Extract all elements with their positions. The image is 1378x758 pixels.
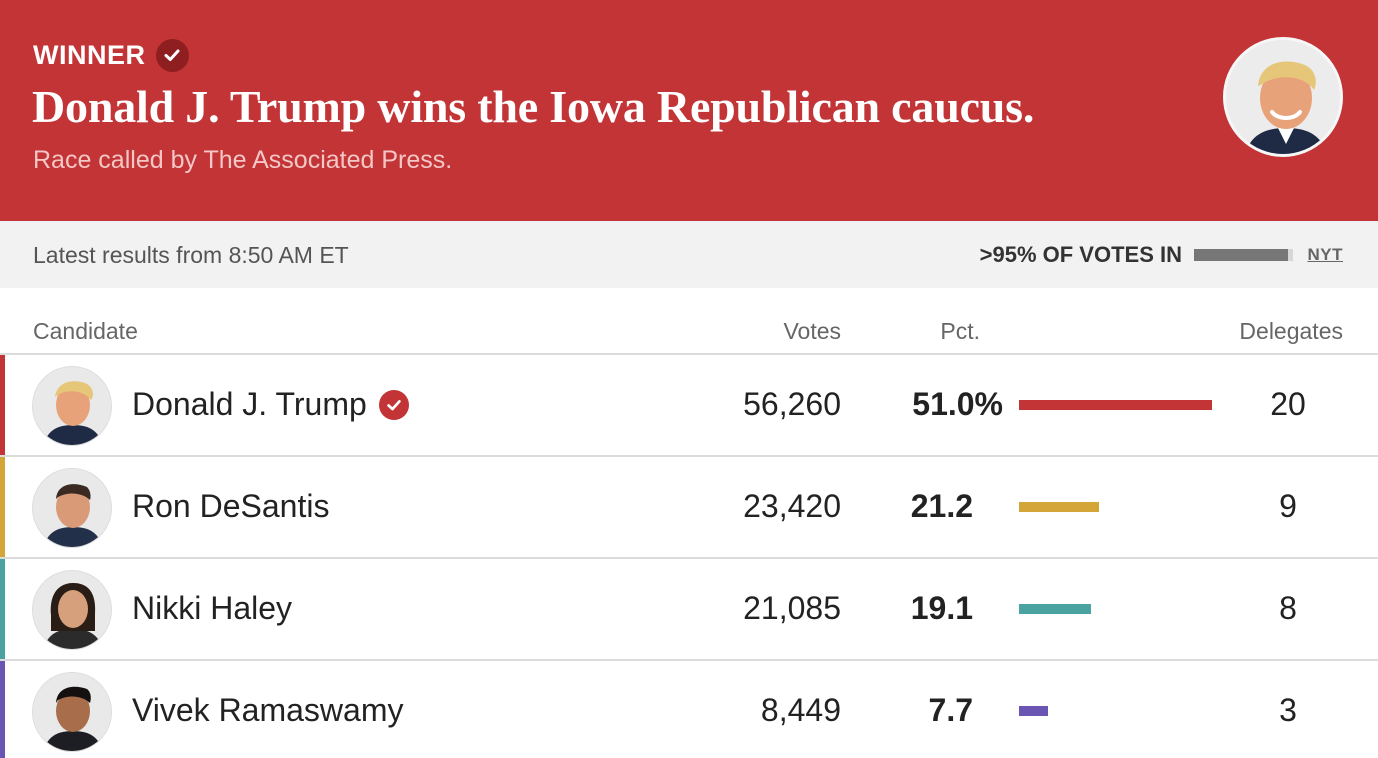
- winner-avatar: [1223, 37, 1343, 157]
- person-portrait-icon: [33, 469, 111, 547]
- candidate-color-stripe: [0, 355, 5, 455]
- person-portrait-icon: [33, 571, 111, 649]
- results-table-body: Donald J. Trump 56,260 51.0% 20 Ron DeSa…: [0, 355, 1378, 758]
- candidate-name: Nikki Haley: [132, 590, 292, 627]
- candidate-name-text: Ron DeSantis: [132, 488, 330, 524]
- candidate-delegates: 20: [1270, 386, 1306, 422]
- candidate-votes: 23,420: [743, 488, 841, 524]
- candidate-color-stripe: [0, 457, 5, 557]
- table-row: Vivek Ramaswamy 8,449 7.7 3: [0, 661, 1378, 758]
- person-portrait-icon: [33, 673, 111, 751]
- candidate-name-text: Vivek Ramaswamy: [132, 692, 404, 728]
- candidate-votes: 8,449: [760, 692, 841, 728]
- candidate-avatar: [32, 570, 112, 650]
- candidate-delegates: 3: [1279, 692, 1297, 728]
- candidate-pct: 7.7: [928, 692, 973, 728]
- subhead: Race called by The Associated Press.: [33, 146, 453, 174]
- candidate-pct-bar: [1019, 400, 1212, 410]
- headline: Donald J. Trump wins the Iowa Republican…: [32, 81, 1035, 132]
- candidate-pct: 19.1: [910, 590, 973, 626]
- candidate-votes: 56,260: [743, 386, 841, 422]
- candidate-name: Ron DeSantis: [132, 488, 329, 525]
- votes-in-label: >95% OF VOTES IN: [979, 242, 1182, 267]
- candidate-pct-bar: [1019, 604, 1091, 614]
- checkmark-icon: [155, 38, 189, 72]
- person-portrait-icon: [1226, 40, 1340, 154]
- header-pct: Pct.: [940, 318, 980, 344]
- header-candidate: Candidate: [33, 318, 138, 344]
- table-row: Nikki Haley 21,085 19.1 8: [0, 559, 1378, 661]
- candidate-delegates: 8: [1279, 590, 1297, 626]
- candidate-pct: 51.0%: [912, 386, 1003, 422]
- candidate-avatar: [32, 672, 112, 752]
- results-table-header: Candidate Votes Pct. Delegates: [0, 288, 1378, 355]
- latest-results-text: Latest results from 8:50 AM ET: [33, 242, 349, 268]
- winner-checkmark-icon: [378, 389, 409, 420]
- candidate-pct-bar: [1019, 706, 1048, 716]
- header-votes: Votes: [783, 318, 841, 344]
- header-delegates: Delegates: [1239, 318, 1343, 344]
- candidate-pct-bar: [1019, 502, 1099, 512]
- candidate-name: Donald J. Trump: [132, 386, 409, 423]
- candidate-name: Vivek Ramaswamy: [132, 692, 403, 729]
- winner-label-text: WINNER: [33, 39, 146, 70]
- candidate-delegates: 9: [1279, 488, 1297, 524]
- candidate-color-stripe: [0, 559, 5, 659]
- source-link[interactable]: NYT: [1307, 245, 1343, 264]
- table-row: Ron DeSantis 23,420 21.2 9: [0, 457, 1378, 559]
- reporting-progress-bar: [1194, 249, 1293, 261]
- person-portrait-icon: [33, 367, 111, 445]
- reporting-progress-fill: [1194, 249, 1289, 261]
- winner-banner: WINNER Donald J. Trump wins the Iowa Rep…: [0, 0, 1378, 221]
- status-bar: Latest results from 8:50 AM ET >95% OF V…: [0, 221, 1378, 288]
- candidate-votes: 21,085: [743, 590, 841, 626]
- candidate-avatar: [32, 468, 112, 548]
- table-row: Donald J. Trump 56,260 51.0% 20: [0, 355, 1378, 457]
- candidate-color-stripe: [0, 661, 5, 758]
- winner-label: WINNER: [33, 38, 189, 72]
- candidate-pct: 21.2: [910, 488, 973, 524]
- candidate-name-text: Nikki Haley: [132, 590, 293, 626]
- candidate-name-text: Donald J. Trump: [132, 386, 367, 422]
- candidate-avatar: [32, 366, 112, 446]
